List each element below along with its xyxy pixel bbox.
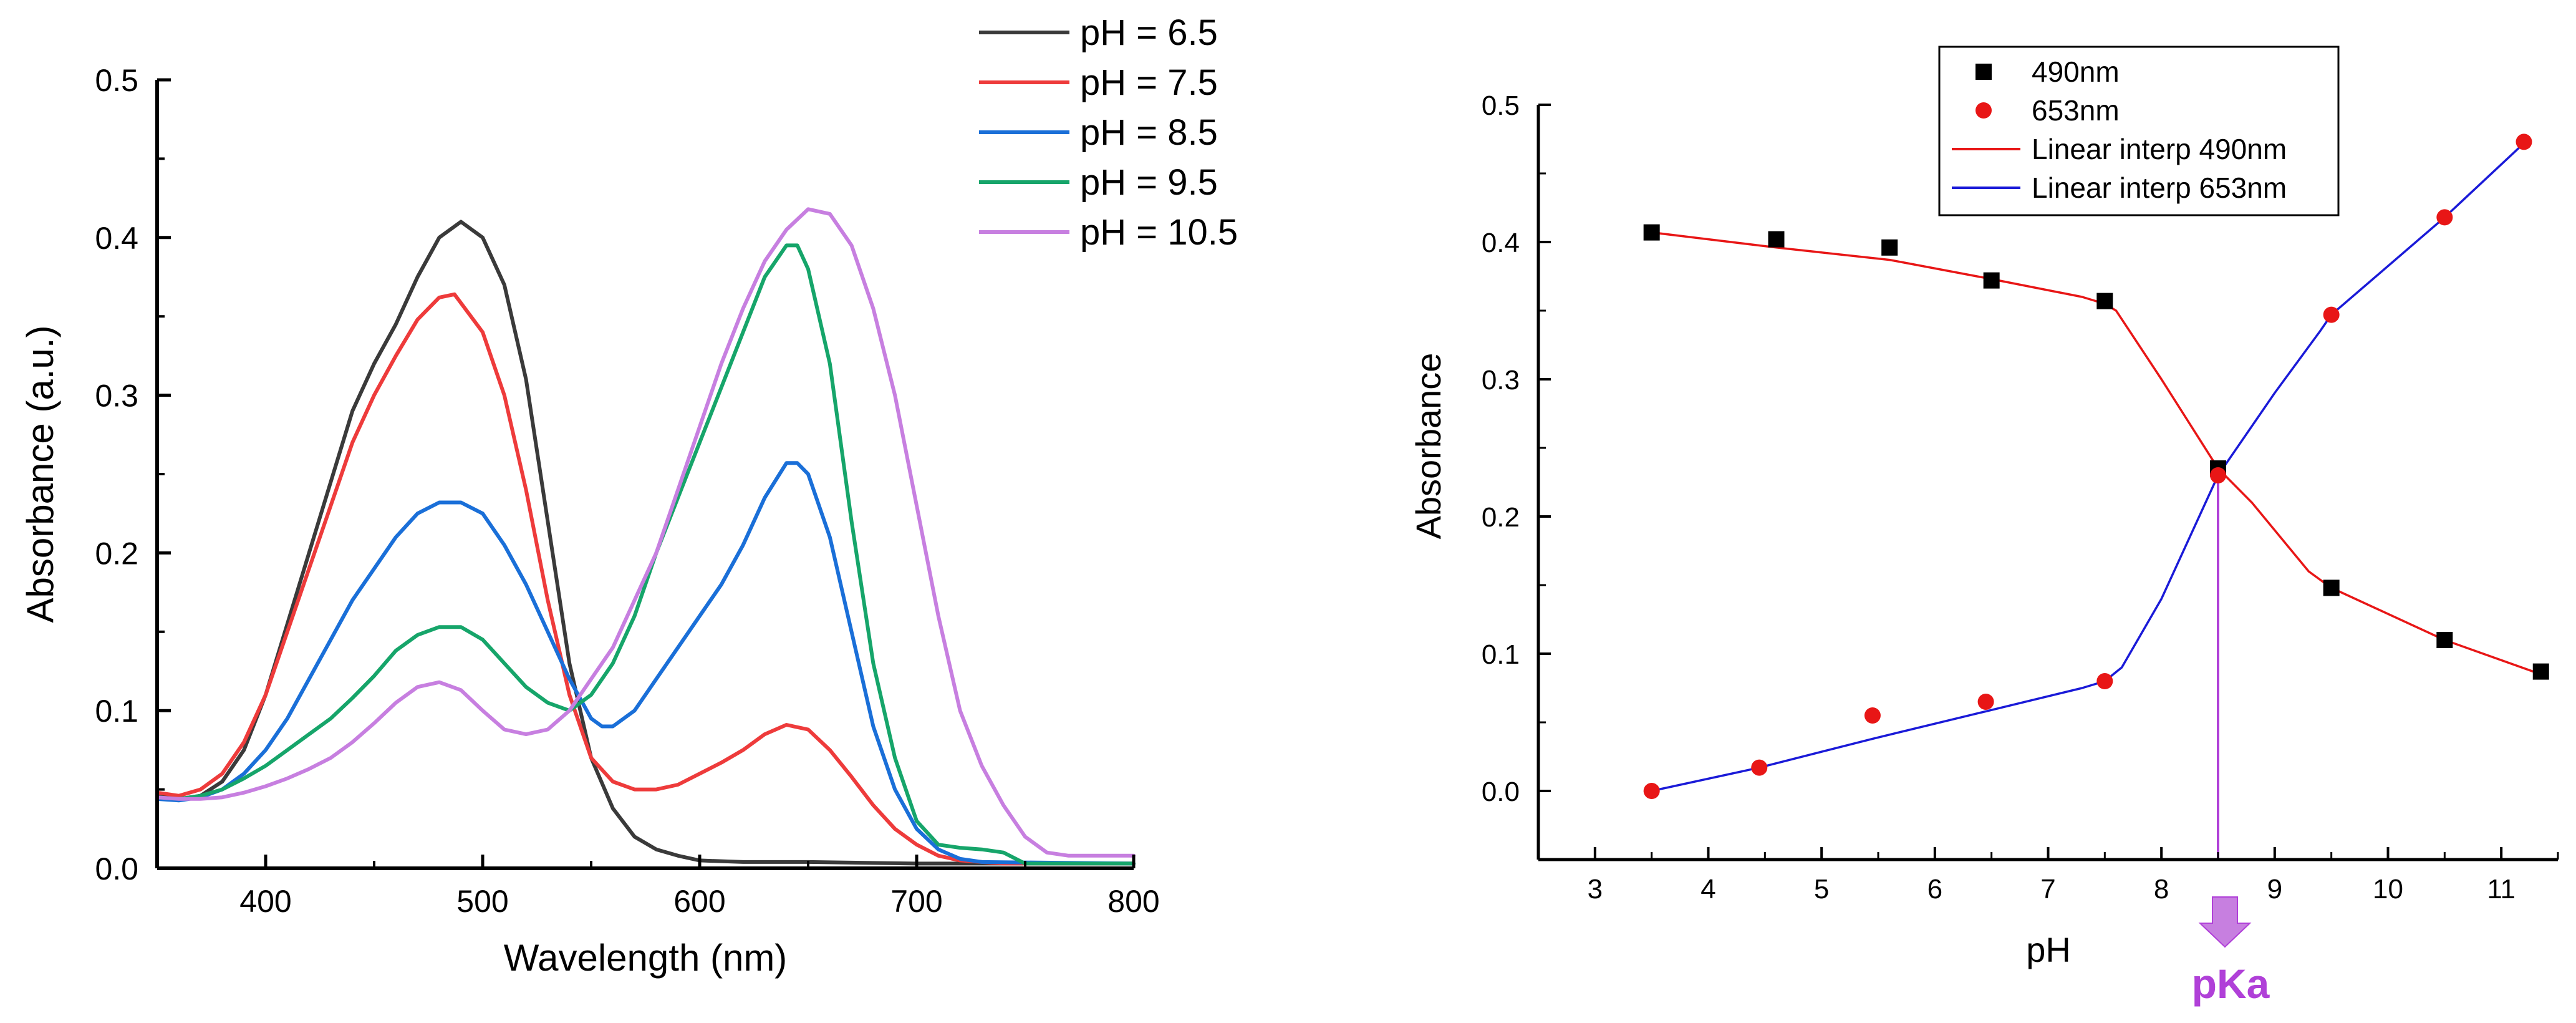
interp-line <box>1651 231 2542 676</box>
x-tick-label: 9 <box>2267 874 2282 904</box>
x-tick-label: 800 <box>1107 884 1159 919</box>
x-tick-label: 5 <box>1814 874 1829 904</box>
data-point-circle <box>1643 783 1660 799</box>
x-tick-label: 11 <box>2487 874 2516 904</box>
x-tick-label: 6 <box>1927 874 1942 904</box>
spectra-lines <box>155 207 1136 866</box>
y-tick-label: 0.5 <box>1482 90 1520 121</box>
pka-plot-area <box>1643 133 2549 860</box>
pka-x-axis-title: pH <box>2026 930 2071 969</box>
data-point-square <box>2323 579 2340 596</box>
legend-label: pH = 8.5 <box>1080 112 1218 153</box>
legend-label: Linear interp 490nm <box>2032 133 2287 165</box>
y-tick-label: 0.2 <box>1482 502 1520 533</box>
series-line <box>155 207 1136 858</box>
y-tick-label: 0.0 <box>1482 777 1520 807</box>
y-tick-label: 0.0 <box>95 851 138 886</box>
x-tick-label: 10 <box>2373 874 2403 904</box>
x-tick-label: 4 <box>1700 874 1715 904</box>
x-tick-label: 600 <box>673 884 725 919</box>
data-point-circle <box>2436 209 2453 226</box>
y-tick-label: 0.5 <box>95 63 138 98</box>
x-tick-label: 8 <box>2154 874 2169 904</box>
pka-chart: 3 4 5 6 7 8 9 10 11 0.0 0.1 0.2 0.3 0.4 0.5 pH Absorb… <box>1409 46 2559 1007</box>
x-tick-label: 7 <box>2040 874 2055 904</box>
y-tick-label: 0.3 <box>1482 365 1520 395</box>
data-point-square <box>1881 239 1898 256</box>
legend-label: pH = 9.5 <box>1080 162 1218 203</box>
spectra-legend: pH = 6.5 pH = 7.5 pH = 8.5 pH = 9.5 pH = 10.… <box>979 12 1238 253</box>
data-point-square <box>2436 632 2453 648</box>
legend-label: pH = 6.5 <box>1080 12 1218 53</box>
y-tick-label: 0.4 <box>1482 228 1520 258</box>
data-point-square <box>2532 663 2549 680</box>
data-point-circle <box>1977 694 1994 710</box>
series-line <box>155 292 1136 866</box>
spectra-y-axis-title: Absorbance (a.u.) <box>19 326 61 623</box>
data-point-circle <box>1864 707 1881 724</box>
data-point-circle <box>2210 467 2226 483</box>
legend-label: 653nm <box>2032 94 2120 127</box>
legend-marker <box>1975 64 1992 80</box>
spectra-y-ticks: 0.0 0.1 0.2 0.3 0.4 0.5 <box>95 63 171 886</box>
spectra-x-ticks: 400 500 600 700 800 <box>156 855 1160 919</box>
y-tick-label: 0.3 <box>95 379 138 414</box>
legend-label: pH = 7.5 <box>1080 62 1218 103</box>
x-tick-label: 500 <box>456 884 508 919</box>
x-tick-label: 3 <box>1588 874 1603 904</box>
series-line <box>155 461 1136 866</box>
spectra-chart: 400 500 600 700 800 0.0 0.1 0.2 0.3 0.4 0.5 Wavel… <box>19 12 1238 979</box>
data-point-square <box>1768 231 1785 248</box>
x-tick-label: 400 <box>239 884 291 919</box>
data-point-square <box>1983 272 2000 289</box>
pka-x-ticks: 3 4 5 6 7 8 9 10 11 <box>1537 847 2559 904</box>
y-tick-label: 0.2 <box>95 536 138 571</box>
data-point-square <box>1643 224 1660 241</box>
pka-arrow-icon <box>2198 896 2252 948</box>
spectra-x-axis-title: Wavelength (nm) <box>504 937 788 979</box>
legend-label: 490nm <box>2032 56 2120 88</box>
x-tick-label: 700 <box>890 884 942 919</box>
pka-y-axis-title: Absorbance <box>1409 353 1448 540</box>
pka-y-ticks: 0.0 0.1 0.2 0.3 0.4 0.5 <box>1482 90 1551 861</box>
y-tick-label: 0.1 <box>95 694 138 729</box>
data-point-circle <box>2323 306 2340 323</box>
pka-legend: 490nm 653nm Linear interp 490nm Linear inte… <box>1938 46 2340 216</box>
series-line <box>155 243 1136 866</box>
y-tick-label: 0.4 <box>95 221 138 256</box>
data-point-circle <box>2096 673 2113 689</box>
data-point-square <box>2096 293 2113 309</box>
legend-label: pH = 10.5 <box>1080 212 1238 253</box>
pka-annotation: pKa <box>2192 896 2270 1007</box>
spectra-axes <box>155 80 1134 870</box>
legend-marker <box>1975 102 1992 119</box>
legend-label: Linear interp 653nm <box>2032 172 2287 204</box>
pka-label: pKa <box>2192 961 2270 1007</box>
data-point-circle <box>1751 759 1768 776</box>
series-line <box>155 220 1136 866</box>
pka-axes <box>1536 105 2558 861</box>
y-tick-label: 0.1 <box>1482 639 1520 670</box>
data-point-circle <box>2516 133 2532 150</box>
